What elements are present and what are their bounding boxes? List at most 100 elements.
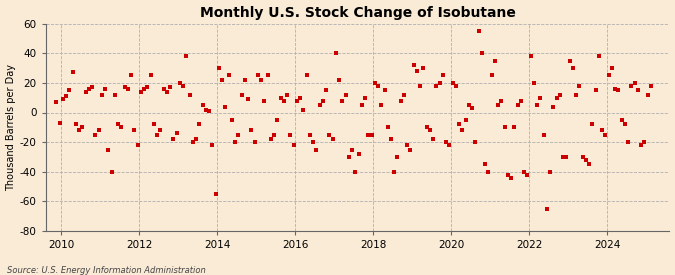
Point (119, 85, 130, 89)
Point (464, 103, 475, 107)
Point (509, 125, 520, 130)
Point (210, 192, 221, 196)
Point (366, 133, 377, 137)
Point (636, 143, 647, 147)
Point (152, 133, 163, 137)
Point (632, 88, 643, 92)
Point (292, 98, 302, 103)
Point (431, 84, 442, 88)
Point (142, 85, 153, 89)
Point (281, 92, 292, 97)
Title: Monthly U.S. Stock Change of Isobutane: Monthly U.S. Stock Change of Isobutane (200, 6, 516, 20)
Point (204, 109, 215, 113)
Point (148, 122, 159, 127)
Point (184, 92, 195, 97)
Point (564, 58, 575, 63)
Point (538, 133, 549, 137)
Point (451, 84, 462, 88)
Point (385, 137, 396, 141)
Point (418, 66, 429, 70)
Point (217, 78, 227, 82)
Point (580, 158, 591, 162)
Point (519, 170, 530, 174)
Point (607, 66, 618, 70)
Point (80, 90, 91, 94)
Point (551, 95, 562, 100)
Point (493, 103, 504, 107)
Point (190, 137, 201, 141)
Point (288, 143, 299, 147)
Point (587, 122, 598, 127)
Point (161, 90, 172, 94)
Point (269, 133, 279, 137)
Point (405, 147, 416, 152)
Point (132, 143, 143, 147)
Point (51, 100, 61, 104)
Point (470, 140, 481, 144)
Point (298, 107, 308, 112)
Point (213, 66, 224, 70)
Point (236, 92, 247, 97)
Point (230, 140, 240, 144)
Point (327, 137, 338, 141)
Y-axis label: Thousand Barrels per Day: Thousand Barrels per Day (5, 64, 16, 191)
Point (171, 131, 182, 136)
Point (145, 73, 156, 78)
Point (324, 133, 335, 137)
Point (61, 94, 72, 98)
Point (486, 73, 497, 78)
Point (525, 54, 536, 58)
Point (330, 51, 341, 55)
Point (68, 70, 78, 75)
Point (340, 92, 351, 97)
Point (233, 133, 244, 137)
Point (138, 87, 149, 91)
Point (262, 73, 273, 78)
Point (321, 88, 331, 92)
Point (220, 104, 231, 109)
Point (278, 98, 289, 103)
Point (428, 137, 439, 141)
Point (496, 98, 507, 103)
Point (337, 98, 348, 103)
Point (113, 122, 124, 127)
Point (246, 128, 256, 133)
Point (116, 125, 127, 130)
Point (535, 95, 546, 100)
Point (480, 162, 491, 167)
Point (444, 143, 455, 147)
Point (643, 92, 653, 97)
Point (54, 121, 65, 125)
Point (304, 133, 315, 137)
Point (275, 95, 286, 100)
Point (434, 81, 445, 85)
Point (529, 81, 539, 85)
Point (181, 54, 192, 58)
Point (70, 122, 81, 127)
Point (454, 122, 464, 127)
Point (126, 73, 136, 78)
Point (168, 137, 179, 141)
Point (610, 87, 620, 91)
Point (188, 140, 198, 144)
Point (350, 170, 360, 174)
Point (240, 78, 250, 82)
Point (194, 122, 205, 127)
Point (408, 63, 419, 67)
Point (571, 92, 582, 97)
Point (344, 155, 354, 159)
Point (226, 118, 237, 122)
Point (382, 125, 393, 130)
Point (376, 103, 387, 107)
Point (541, 207, 552, 211)
Point (265, 137, 276, 141)
Point (620, 122, 630, 127)
Text: Source: U.S. Energy Information Administration: Source: U.S. Energy Information Administ… (7, 266, 205, 275)
Point (629, 81, 640, 85)
Point (317, 98, 328, 103)
Point (86, 85, 97, 89)
Point (473, 29, 484, 33)
Point (545, 170, 556, 174)
Point (197, 103, 208, 107)
Point (308, 140, 319, 144)
